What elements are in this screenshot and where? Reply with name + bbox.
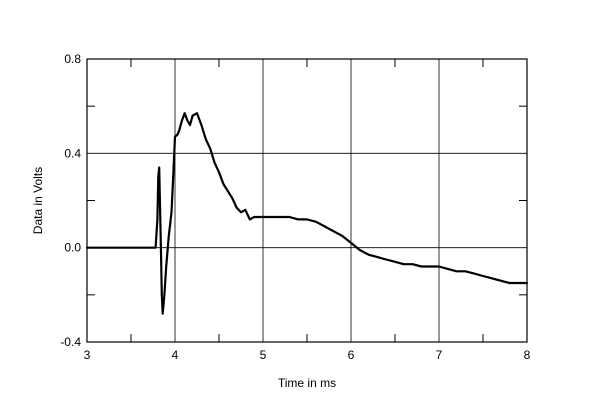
series-layer [85,112,529,315]
plot-frame [86,58,528,343]
y-tick-label: -0.4 [60,335,81,349]
x-tick-label: 7 [436,348,443,362]
x-tick-label: 4 [172,348,179,362]
grid [87,59,527,342]
x-tick-label: 5 [260,348,267,362]
minor-ticks [87,59,527,342]
x-tick-labels: 3 4 5 6 7 8 [84,348,531,362]
y-tick-label: 0.0 [64,241,81,255]
x-tick-label: 6 [348,348,355,362]
y-tick-label: 0.8 [64,52,81,66]
series-line [85,112,529,315]
y-tick-labels: -0.4 0.0 0.4 0.8 [60,52,81,349]
y-tick-label: 0.4 [64,146,81,160]
y-axis-label: Data in Volts [31,167,45,234]
x-tick-label: 3 [84,348,91,362]
x-axis-label: Time in ms [278,376,336,390]
x-tick-label: 8 [524,348,531,362]
